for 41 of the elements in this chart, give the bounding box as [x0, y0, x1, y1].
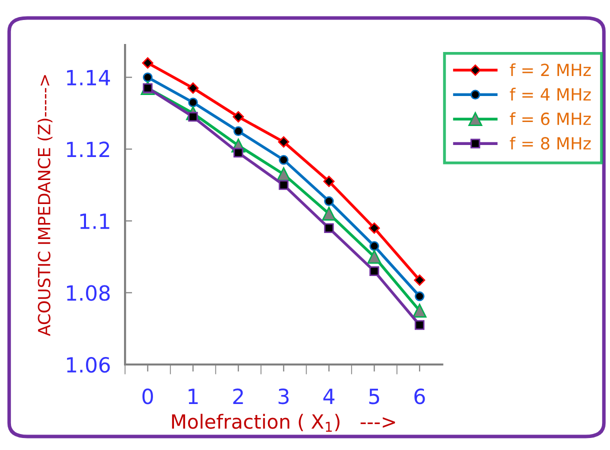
point: [414, 274, 426, 286]
y-tick-label: 1.14: [67, 70, 110, 86]
x-tick-label: 2: [233, 388, 243, 404]
point: [278, 155, 289, 165]
point: [188, 98, 198, 108]
point: [369, 241, 380, 251]
x-tick-label: 3: [278, 388, 289, 404]
x-tick-label: 4: [323, 388, 334, 404]
point: [414, 291, 424, 302]
legend-label: f = 8 MHz: [510, 136, 591, 150]
point: [322, 206, 336, 221]
point: [324, 223, 334, 233]
y-axis-title: ACOUSTIC IMPEDANCE (Z)----->: [38, 75, 52, 336]
point: [232, 111, 244, 122]
point: [142, 57, 154, 69]
x-tick-label: 0: [142, 388, 153, 404]
x-tick-label: 6: [414, 388, 425, 404]
point: [324, 196, 334, 206]
point: [414, 320, 424, 330]
point: [369, 266, 380, 276]
point: [323, 176, 335, 188]
point: [368, 222, 380, 234]
legend-label: f = 4 MHz: [510, 88, 591, 100]
y-tick-label: 1.12: [67, 142, 110, 158]
point: [367, 250, 382, 264]
point: [412, 304, 427, 318]
point: [233, 126, 244, 136]
legend-label: f = 2 MHz: [510, 63, 591, 76]
y-tick-label: 1.08: [67, 285, 110, 301]
point: [278, 180, 289, 190]
x-axis-title: Molefraction ( X$_{1}$) --->: [172, 414, 395, 432]
y-tick-label: 1.1: [80, 214, 110, 229]
y-tick-label: 1.06: [67, 356, 110, 373]
point: [233, 148, 244, 158]
point: [278, 136, 290, 148]
point: [187, 82, 199, 94]
x-tick-label: 5: [369, 388, 380, 404]
point: [142, 72, 153, 82]
x-tick-label: 1: [188, 388, 198, 404]
point: [276, 167, 291, 182]
legend-label: f = 6 MHz: [510, 112, 591, 126]
